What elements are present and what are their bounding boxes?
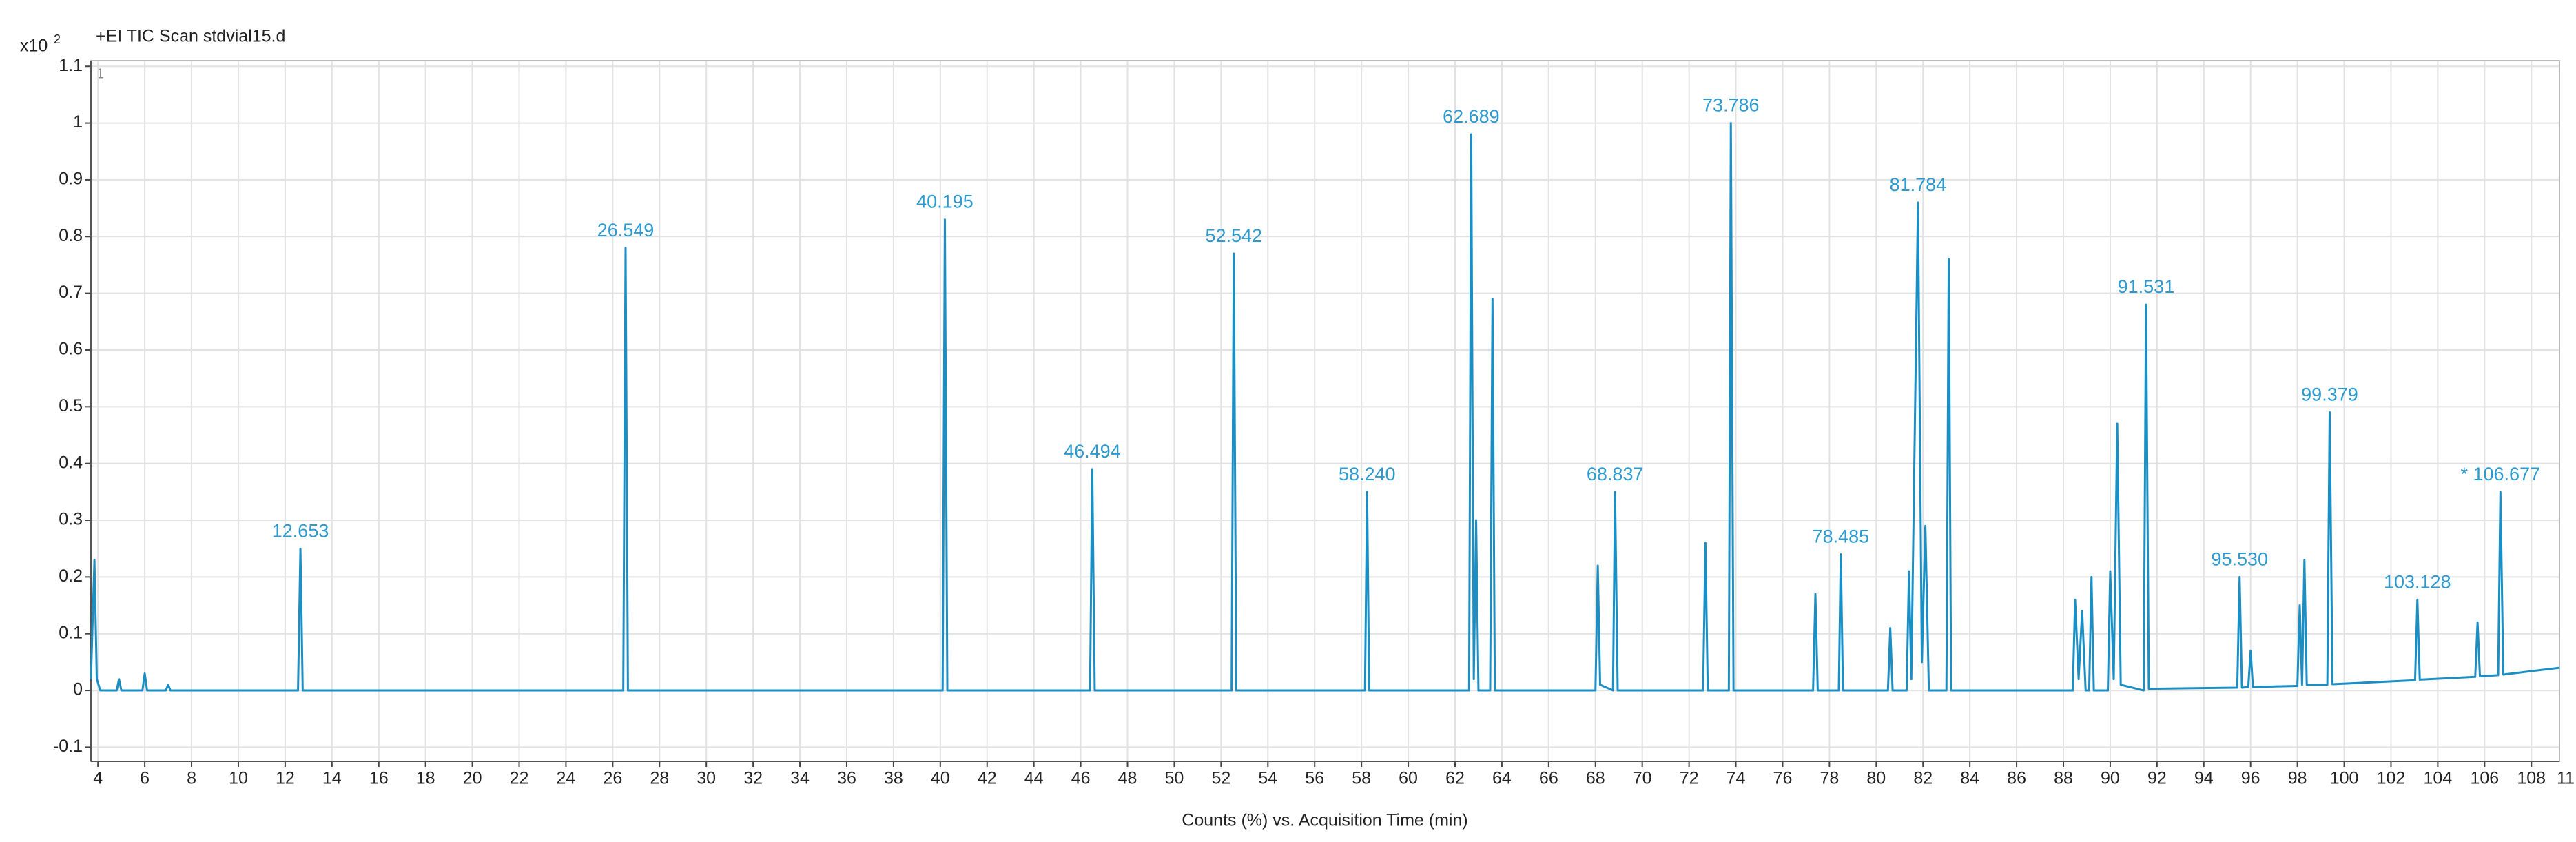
y-tick-label: 0.8 [59, 226, 83, 245]
peak-label: 12.653 [272, 520, 329, 541]
x-tick-label: 108 [2517, 769, 2546, 788]
x-tick-label: 28 [650, 769, 669, 788]
x-tick-label: 92 [2147, 769, 2167, 788]
y-tick-label: 0.6 [59, 340, 83, 359]
x-tick-label: 8 [187, 769, 196, 788]
peak-label: 78.485 [1813, 526, 1870, 547]
y-multiplier-exponent: 2 [54, 32, 61, 46]
x-tick-label: 96 [2241, 769, 2260, 788]
peak-label: 26.549 [597, 220, 655, 240]
y-multiplier: x10 [20, 37, 48, 56]
x-tick-label: 14 [322, 769, 342, 788]
x-tick-label: 70 [1633, 769, 1652, 788]
x-tick-label: 100 [2330, 769, 2359, 788]
x-tick-label: 56 [1305, 769, 1324, 788]
x-tick-label: 86 [2007, 769, 2026, 788]
x-tick-label: 98 [2288, 769, 2307, 788]
y-tick-label: 1 [73, 112, 83, 132]
x-tick-label: 64 [1492, 769, 1512, 788]
y-tick-label: 0.1 [59, 623, 83, 642]
x-tick-label: 4 [93, 769, 103, 788]
x-tick-label: 88 [2054, 769, 2073, 788]
y-tick-label: 0.2 [59, 566, 83, 586]
x-tick-label: 40 [931, 769, 950, 788]
peak-label: * 106.677 [2461, 464, 2541, 484]
x-tick-label: 50 [1165, 769, 1184, 788]
x-tick-label: 106 [2470, 769, 2499, 788]
x-tick-label: 68 [1586, 769, 1605, 788]
x-axis-label: Counts (%) vs. Acquisition Time (min) [1182, 811, 1467, 830]
trace-label: 1 [96, 66, 104, 81]
x-tick-label: 16 [369, 769, 389, 788]
x-tick-label: 52 [1211, 769, 1230, 788]
chart-title: +EI TIC Scan stdvial15.d [96, 27, 285, 46]
peak-label: 58.240 [1339, 464, 1396, 484]
peak-label: 52.542 [1205, 225, 1262, 246]
x-tick-label: 102 [2377, 769, 2406, 788]
x-tick-label: 26 [603, 769, 622, 788]
x-tick-label: 104 [2424, 769, 2453, 788]
x-tick-label: 38 [884, 769, 903, 788]
x-tick-label: 44 [1024, 769, 1044, 788]
peak-label: 81.784 [1890, 174, 1947, 195]
x-tick-label: 62 [1445, 769, 1465, 788]
x-tick-label: 12 [276, 769, 295, 788]
x-tick-label: 54 [1258, 769, 1277, 788]
y-tick-label: 0.3 [59, 510, 83, 529]
y-tick-label: -0.1 [53, 737, 83, 756]
x-tick-label: 10 [229, 769, 248, 788]
y-tick-label: 0 [73, 680, 83, 699]
x-tick-label: 11 [2557, 769, 2575, 788]
x-tick-label: 48 [1118, 769, 1137, 788]
x-tick-label: 76 [1773, 769, 1793, 788]
peak-label: 103.128 [2384, 571, 2451, 592]
y-tick-label: 0.5 [59, 396, 83, 415]
x-tick-label: 82 [1913, 769, 1933, 788]
peak-label: 91.531 [2118, 276, 2175, 297]
x-tick-label: 6 [140, 769, 150, 788]
x-tick-label: 24 [557, 769, 576, 788]
trace [90, 122, 2560, 692]
x-tick-label: 42 [978, 769, 997, 788]
x-tick-label: 32 [743, 769, 763, 788]
x-tick-label: 66 [1539, 769, 1558, 788]
x-tick-label: 22 [510, 769, 529, 788]
peak-label: 73.786 [1702, 95, 1760, 116]
x-tick-label: 78 [1820, 769, 1839, 788]
x-tick-label: 58 [1352, 769, 1371, 788]
y-tick-label: 1.1 [59, 56, 83, 75]
x-tick-label: 84 [1960, 769, 1979, 788]
x-tick-label: 90 [2101, 769, 2120, 788]
y-tick-label: 0.4 [59, 453, 83, 472]
y-tick-label: 0.7 [59, 283, 83, 302]
x-tick-label: 60 [1399, 769, 1418, 788]
x-tick-label: 46 [1071, 769, 1091, 788]
x-tick-label: 80 [1866, 769, 1886, 788]
peak-label: 46.494 [1064, 441, 1121, 462]
x-tick-label: 20 [463, 769, 482, 788]
y-tick-label: 0.9 [59, 170, 83, 189]
x-tick-label: 94 [2194, 769, 2214, 788]
peak-label: 95.530 [2211, 548, 2268, 569]
peak-label: 68.837 [1587, 464, 1644, 484]
x-tick-label: 36 [837, 769, 856, 788]
x-tick-label: 30 [697, 769, 716, 788]
peak-label: 99.379 [2301, 384, 2358, 405]
x-tick-label: 74 [1727, 769, 1746, 788]
peak-label: 40.195 [916, 192, 973, 212]
peak-label: 62.689 [1443, 106, 1500, 127]
x-tick-label: 72 [1680, 769, 1699, 788]
x-tick-label: 34 [790, 769, 810, 788]
x-tick-label: 18 [416, 769, 435, 788]
